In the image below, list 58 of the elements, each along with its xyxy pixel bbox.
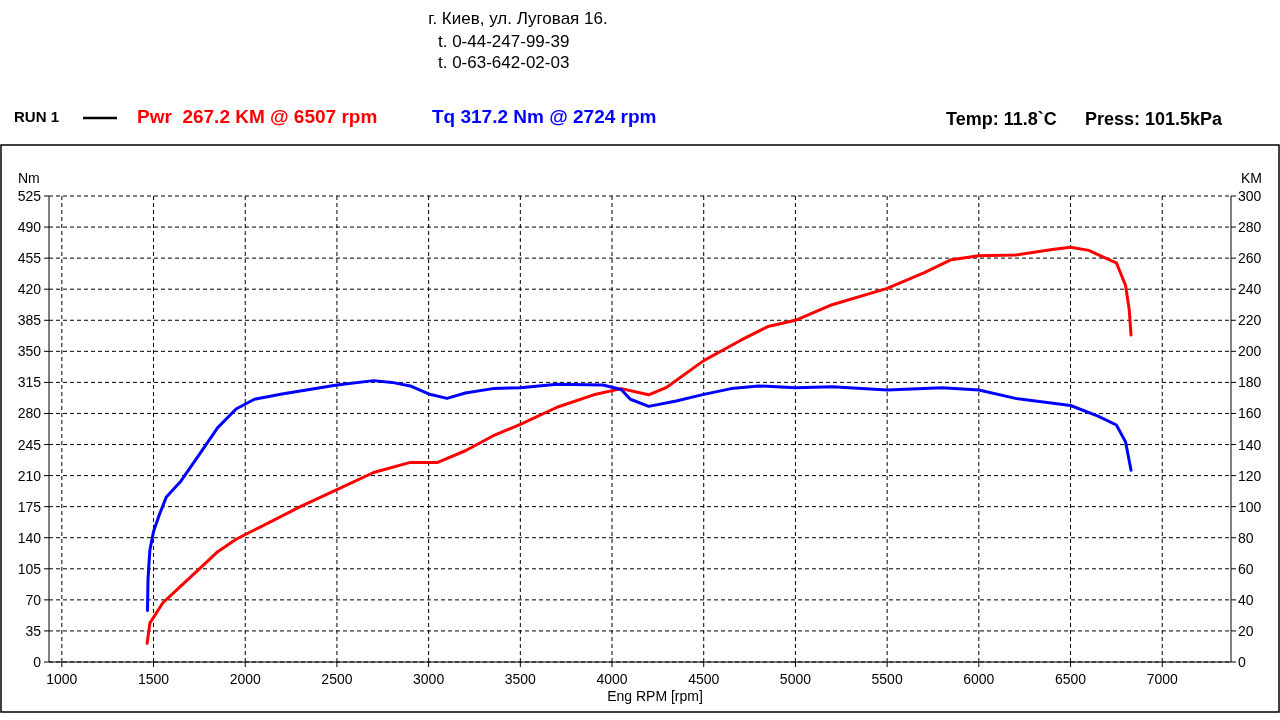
- text: Pwr 267.2 KM @ 6507 rpm: [137, 106, 378, 127]
- y2-tick-label: 160: [1238, 405, 1262, 422]
- y2-tick-label: 40: [1238, 591, 1254, 608]
- y-tick-label: 420: [17, 281, 42, 298]
- y2-tick-label: 80: [1238, 529, 1254, 546]
- x-tick-label: 2000: [229, 671, 262, 687]
- y-tick-label: 70: [25, 591, 42, 608]
- y2-tick-label: 60: [1238, 560, 1254, 577]
- y2-tick-label: 140: [1238, 436, 1262, 453]
- y2-tick-label: 220: [1238, 312, 1262, 329]
- y2-axis-title: KM: [1241, 170, 1262, 186]
- y-tick-label: 35: [25, 622, 42, 639]
- y-tick-label: 385: [17, 312, 42, 329]
- x-tick-label: 5500: [871, 671, 903, 687]
- line-series: [145, 379, 1133, 613]
- y-tick-label: 245: [17, 436, 42, 453]
- text: Tq 317.2 Nm @ 2724 rpm: [432, 106, 657, 127]
- y2-tick-label: 200: [1238, 343, 1262, 360]
- y-tick-label: 490: [17, 219, 42, 236]
- x-tick-label: 3000: [413, 671, 445, 687]
- text: t. 0-63-642-02-03: [438, 53, 570, 72]
- line-series: [145, 245, 1133, 645]
- y-axis-title: Nm: [18, 170, 40, 186]
- x-tick-label: 4000: [596, 671, 628, 687]
- x-tick-label: 3500: [504, 671, 537, 687]
- x-tick-label: 1500: [137, 671, 170, 687]
- y-tick-label: 350: [17, 343, 42, 360]
- y-tick-label: 525: [17, 188, 42, 204]
- x-tick-label: 6000: [963, 671, 995, 687]
- x-tick-label: 7000: [1146, 671, 1179, 687]
- text: Temp: 11.8`C: [946, 109, 1057, 129]
- y2-tick-label: 240: [1238, 281, 1262, 298]
- y2-tick-label: 20: [1238, 622, 1254, 639]
- text: г. Киев, ул. Луговая 16.: [428, 9, 608, 28]
- x-axis-title: Eng RPM [rpm]: [607, 688, 703, 704]
- y-tick-label: 105: [17, 560, 42, 577]
- y2-tick-label: 280: [1238, 219, 1262, 236]
- y2-tick-label: 180: [1238, 374, 1262, 391]
- x-tick-label: 2500: [321, 671, 353, 687]
- y-tick-label: 175: [17, 498, 42, 515]
- y-tick-label: 455: [17, 250, 42, 267]
- y-tick-label: 0: [33, 654, 42, 670]
- y-tick-label: 280: [17, 405, 42, 422]
- x-tick-label: 6500: [1054, 671, 1087, 687]
- y2-tick-label: 300: [1238, 188, 1262, 204]
- text: Press: 101.5kPa: [1085, 109, 1224, 129]
- y2-tick-label: 120: [1238, 467, 1262, 484]
- y2-tick-label: 100: [1238, 498, 1262, 515]
- x-tick-label: 1000: [46, 671, 78, 687]
- y-tick-label: 140: [17, 529, 42, 546]
- x-tick-label: 5000: [779, 671, 812, 687]
- x-tick-label: 4500: [688, 671, 720, 687]
- y2-tick-label: 260: [1238, 250, 1262, 267]
- text: RUN 1: [14, 108, 60, 125]
- y-tick-label: 315: [17, 374, 42, 391]
- text: t. 0-44-247-99-39: [438, 32, 570, 51]
- y-tick-label: 210: [17, 467, 42, 484]
- y2-tick-label: 0: [1238, 654, 1246, 670]
